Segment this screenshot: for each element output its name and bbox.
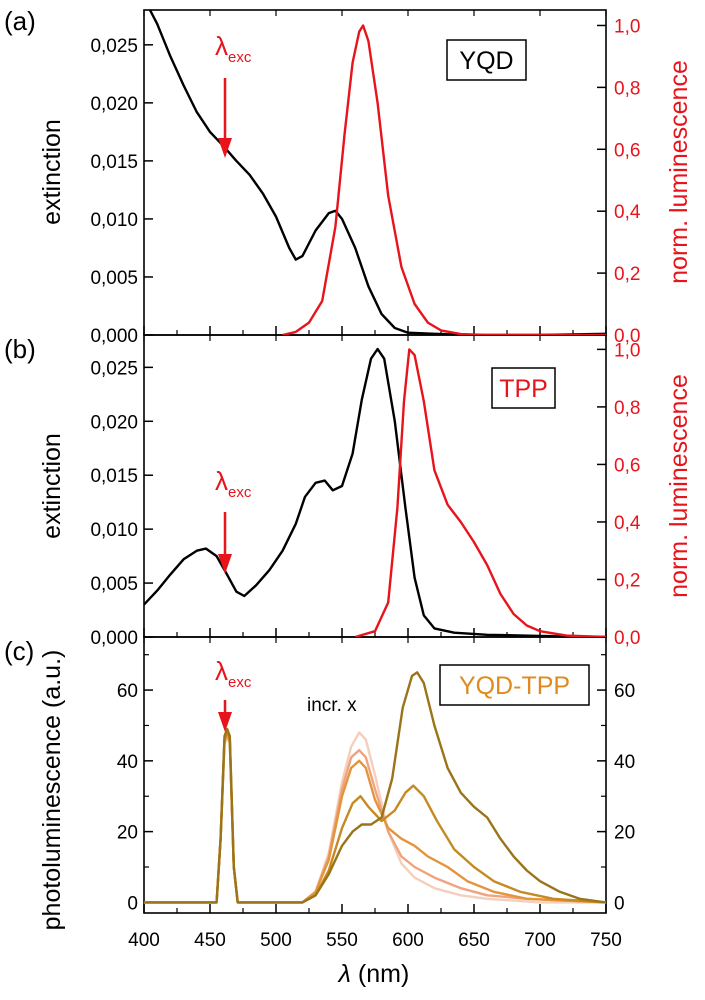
panel-c-ytick-left-label: 40 xyxy=(117,752,138,773)
panel-b-ytick-right-label: 0,0 xyxy=(614,628,640,649)
panel-b-ylabel-right: norm. luminescence xyxy=(665,374,693,598)
incr-x-annotation: incr. x xyxy=(307,695,357,716)
yqd-tpp-label-box xyxy=(439,664,590,706)
lambda-exc-a-sub: exc xyxy=(228,49,252,66)
x-tick-label: 500 xyxy=(260,930,292,951)
panel-c-ytick-right-label: 40 xyxy=(614,752,635,773)
panel-a-ytick-left-label: 0,010 xyxy=(90,210,138,231)
lambda-exc-c: λexc xyxy=(215,656,252,691)
panel-b-ytick-right-label: 0,2 xyxy=(614,570,640,591)
panel-b-ytick-left-label: 0,020 xyxy=(90,412,138,433)
panel-c-ytick-left-label: 0 xyxy=(127,893,138,914)
panel-a-ytick-right-label: 0,8 xyxy=(614,78,640,99)
tpp-label: TPP xyxy=(499,375,548,403)
panel-b-ytick-left-label: 0,000 xyxy=(90,628,138,649)
x-tick-label: 700 xyxy=(524,930,556,951)
arrow-exc-a-icon xyxy=(218,138,232,158)
x-tick-label: 750 xyxy=(590,930,622,951)
panel-a-ytick-right-label: 1,0 xyxy=(614,16,640,37)
panel-b-ytick-left-label: 0,005 xyxy=(90,574,138,595)
panel-b-ytick-right-label: 0,6 xyxy=(614,455,640,476)
panel-c-ytick-right-label: 0 xyxy=(614,893,625,914)
x-tick-label: 550 xyxy=(326,930,358,951)
panel-b-ytick-left-label: 0,010 xyxy=(90,520,138,541)
panel-b-ytick-right-label: 1,0 xyxy=(614,340,640,361)
panel-a-ticks: 0,000 0,005 0,010 0,015 0,020 0,025 0,0 0,2 0,4 0… xyxy=(90,10,641,347)
panel-b-ytick-left-label: 0,015 xyxy=(90,466,138,487)
panel-a-ylabel-left: extinction xyxy=(38,119,66,225)
panel-c-ytick-left-label: 20 xyxy=(117,823,138,844)
panel-a-ytick-left-label: 0,020 xyxy=(90,94,138,115)
x-axis-title-unit: (nm) xyxy=(351,960,409,988)
yqd-tpp-label: YQD-TPP xyxy=(459,672,570,700)
panel-a-ytick-left-label: 0,025 xyxy=(90,36,138,57)
panel-a-letter: (a) xyxy=(4,6,36,36)
lambda-exc-b-sub: exc xyxy=(228,484,252,501)
x-axis-title: λ (nm) xyxy=(337,960,410,988)
tpp-label-box xyxy=(491,367,556,409)
x-tick-label: 450 xyxy=(194,930,226,951)
panel-a-ytick-right-label: 0,4 xyxy=(614,202,641,223)
panel-b-ticks: 0,000 0,005 0,010 0,015 0,020 0,025 0,0 0,2 0,4 0… xyxy=(90,335,641,649)
panel-a-ytick-right-label: 0,6 xyxy=(614,140,640,161)
panel-a-ytick-left-label: 0,000 xyxy=(90,326,138,347)
panel-a-ylabel-right: norm. luminescence xyxy=(665,60,693,284)
panel-b-ytick-right-label: 0,8 xyxy=(614,398,640,419)
panel-c-ytick-left-label: 60 xyxy=(117,681,138,702)
x-axis-ticks: 400 450 500 550 600 650 700 750 xyxy=(128,930,622,951)
panel-c-series-x3 xyxy=(144,731,606,904)
lambda-exc-b-symbol: λ xyxy=(215,466,228,496)
x-tick-label: 400 xyxy=(128,930,160,951)
panel-c-series-x5 xyxy=(144,671,606,904)
panel-c-series-x1 xyxy=(144,731,606,904)
panel-c-series xyxy=(144,671,606,904)
panel-a-series-norm-luminescence xyxy=(282,24,606,335)
panel-c-series-x2 xyxy=(144,734,606,904)
lambda-exc-a-symbol: λ xyxy=(215,31,228,61)
arrow-exc-b-icon xyxy=(218,554,232,574)
panel-a-series xyxy=(148,10,606,335)
panel-c-ylabel-left: photoluminescence (a.u.) xyxy=(38,650,66,931)
panel-b-series-norm-luminescence xyxy=(354,348,606,637)
yqd-label-box xyxy=(446,39,527,81)
panel-a-series-extinction xyxy=(148,10,606,335)
panel-c-ytick-right-label: 20 xyxy=(614,823,635,844)
panel-b-series-extinction xyxy=(144,347,606,637)
panel-b-series xyxy=(144,347,606,637)
panel-a-frame xyxy=(143,9,607,336)
panel-a-ytick-right-label: 0,2 xyxy=(614,264,640,285)
yqd-label: YQD xyxy=(459,47,513,75)
panel-c-letter: (c) xyxy=(4,636,34,666)
panel-c-ticks: 0 20 40 60 0 20 40 60 xyxy=(117,637,635,914)
panel-b-ytick-right-label: 0,4 xyxy=(614,513,641,534)
x-tick-label: 650 xyxy=(458,930,490,951)
x-axis-title-symbol: λ xyxy=(337,960,351,988)
panel-c-ytick-right-label: 60 xyxy=(614,681,635,702)
panel-b-ytick-left-label: 0,025 xyxy=(90,358,138,379)
lambda-exc-c-sub: exc xyxy=(228,674,252,691)
lambda-exc-a: λexc xyxy=(215,31,252,66)
panel-a-ytick-left-label: 0,015 xyxy=(90,152,138,173)
lambda-exc-c-symbol: λ xyxy=(215,656,228,686)
panel-b-ylabel-left: extinction xyxy=(38,433,66,539)
panel-b-letter: (b) xyxy=(4,334,36,364)
panel-c-series-x4 xyxy=(144,731,606,904)
x-tick-label: 600 xyxy=(392,930,424,951)
panel-a-ytick-left-label: 0,005 xyxy=(90,268,138,289)
arrow-exc-c-icon xyxy=(218,712,232,732)
panel-a-ytick-right-label: 0,0 xyxy=(614,326,640,347)
lambda-exc-b: λexc xyxy=(215,466,252,501)
